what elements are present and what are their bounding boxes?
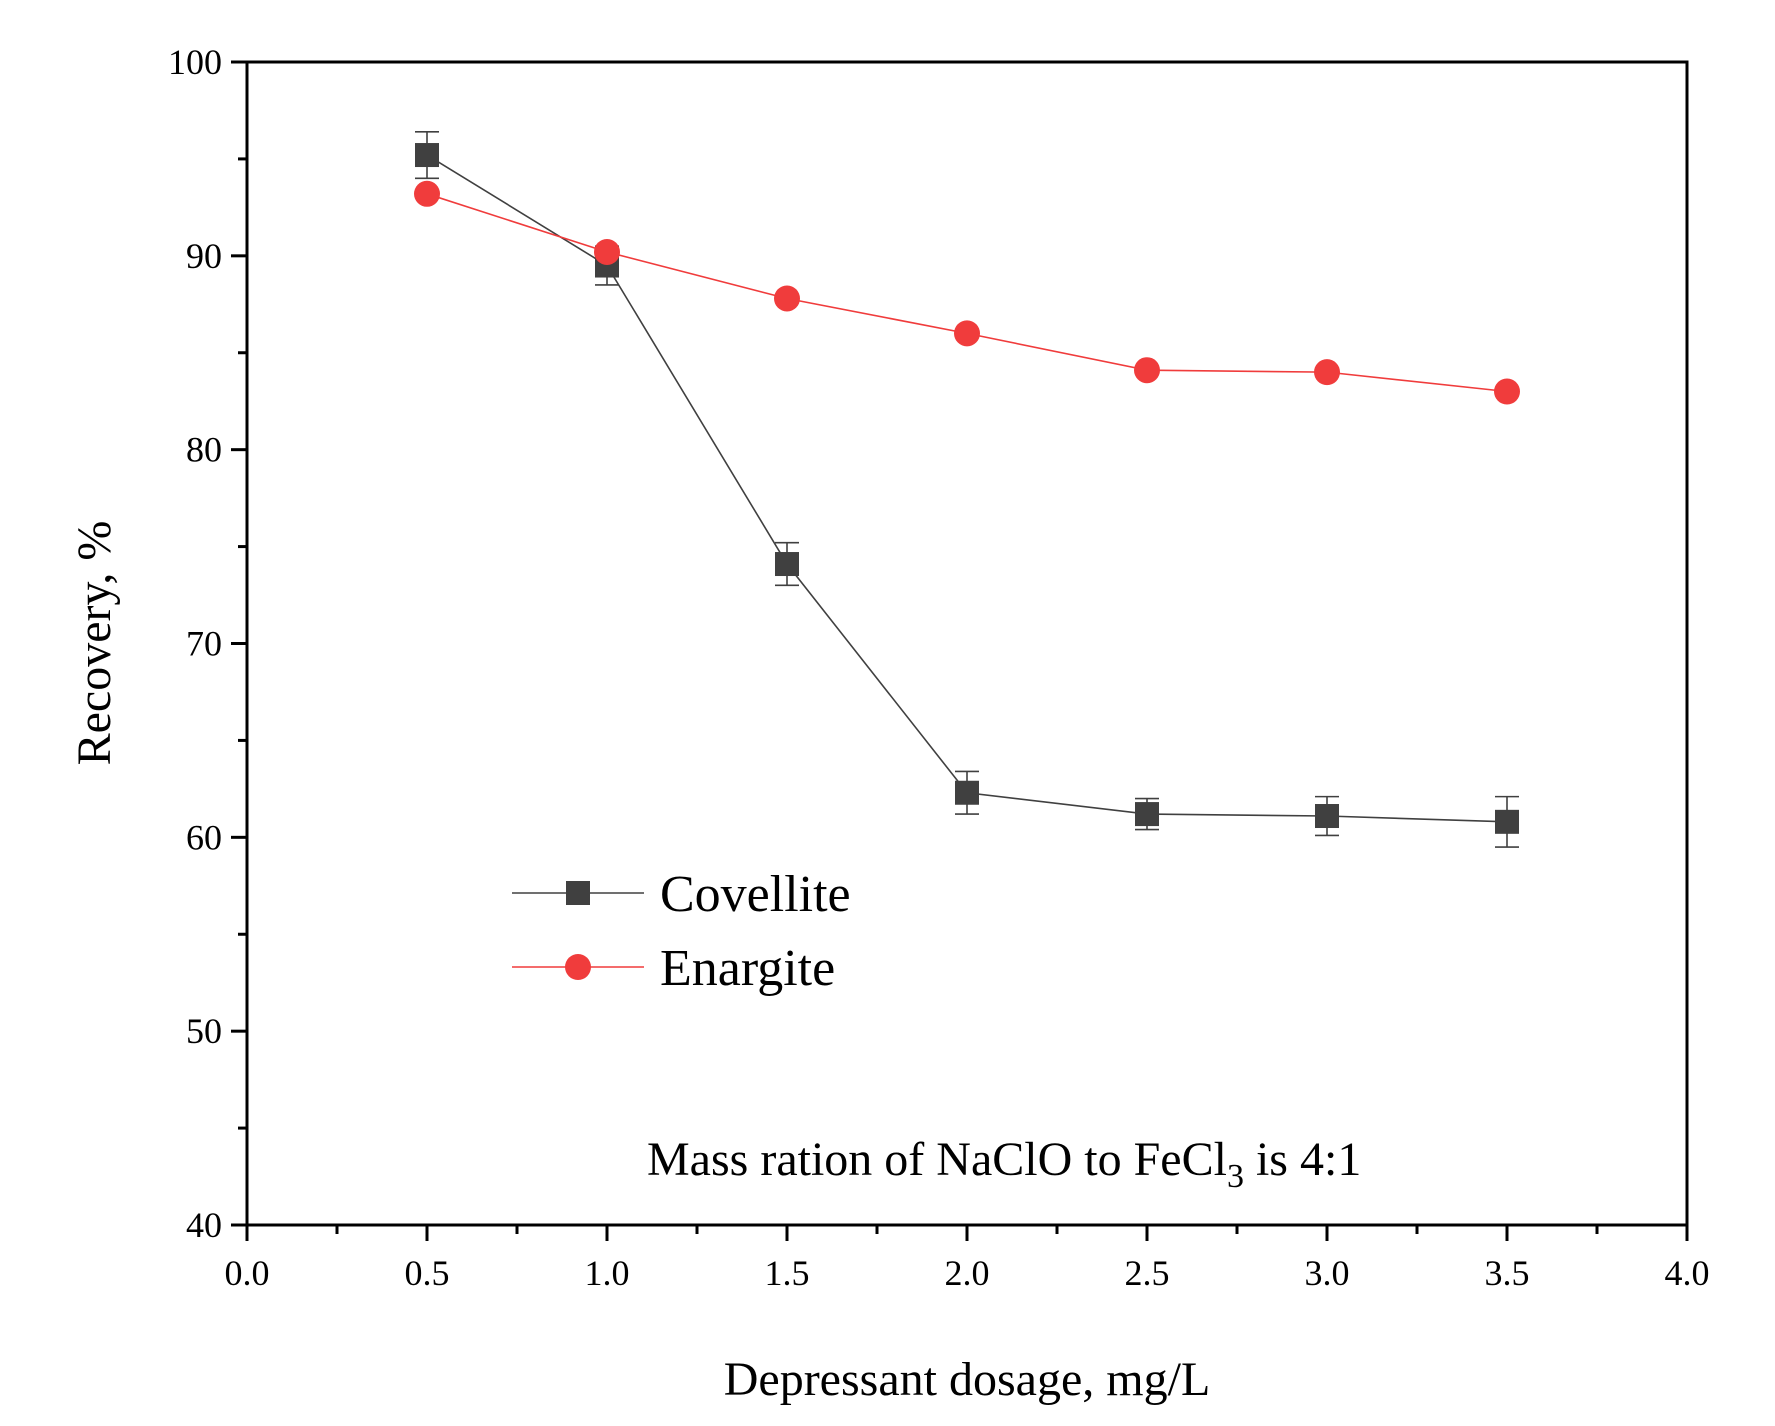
y-tick-label: 90 <box>186 236 222 276</box>
y-tick-label: 50 <box>186 1011 222 1051</box>
legend-marker-enargite <box>565 954 591 980</box>
x-tick-label: 3.5 <box>1485 1253 1530 1293</box>
x-tick-label: 0.0 <box>225 1253 270 1293</box>
x-axis-ticks: 0.0 0.5 1.0 1.5 2.0 2.5 3.0 3.5 4.0 <box>225 1225 1710 1293</box>
data-point <box>1495 809 1519 834</box>
x-tick-label: 1.0 <box>585 1253 630 1293</box>
data-point <box>414 180 440 207</box>
enargite-line <box>426 193 1508 393</box>
x-tick-label: 2.0 <box>945 1253 990 1293</box>
annotation-tail: is 4:1 <box>1244 1133 1361 1186</box>
data-point <box>774 285 800 312</box>
covellite-line <box>426 154 1508 823</box>
x-tick-label: 4.0 <box>1665 1253 1710 1293</box>
data-point <box>775 552 799 577</box>
data-point <box>594 238 620 265</box>
x-tick-label: 2.5 <box>1125 1253 1170 1293</box>
y-axis-ticks: 40 50 60 70 80 90 100 <box>168 42 247 1245</box>
legend: Covellite Enargite <box>512 866 851 997</box>
data-point <box>955 780 979 805</box>
y-axis-title: Recovery, % <box>68 521 121 766</box>
y-tick-label: 40 <box>186 1205 222 1245</box>
x-tick-label: 1.5 <box>765 1253 810 1293</box>
y-tick-label: 60 <box>186 817 222 857</box>
y-tick-label: 70 <box>186 624 222 664</box>
annotation-main: Mass ration of NaClO to FeCl <box>647 1133 1227 1186</box>
x-tick-label: 0.5 <box>405 1253 450 1293</box>
x-axis-title: Depressant dosage, mg/L <box>724 1353 1211 1406</box>
data-point <box>1314 359 1340 386</box>
legend-label-enargite: Enargite <box>660 940 835 997</box>
series-enargite <box>414 180 1520 405</box>
series-layer <box>414 130 1520 848</box>
data-point <box>415 143 439 168</box>
data-point <box>1494 378 1520 405</box>
x-tick-label: 3.0 <box>1305 1253 1350 1293</box>
data-point <box>1315 804 1339 829</box>
y-tick-label: 80 <box>186 430 222 470</box>
plot-frame <box>245 60 1689 1227</box>
legend-marker-covellite <box>566 881 590 905</box>
legend-label-covellite: Covellite <box>660 866 851 923</box>
y-tick-label: 100 <box>168 42 222 82</box>
annotation: Mass ration of NaClO to FeCl3 is 4:1 <box>647 1133 1361 1195</box>
data-point <box>1135 802 1159 827</box>
series-covellite <box>415 130 1519 848</box>
annotation-subscript: 3 <box>1227 1158 1244 1195</box>
data-point <box>1134 357 1160 384</box>
data-point <box>954 320 980 347</box>
